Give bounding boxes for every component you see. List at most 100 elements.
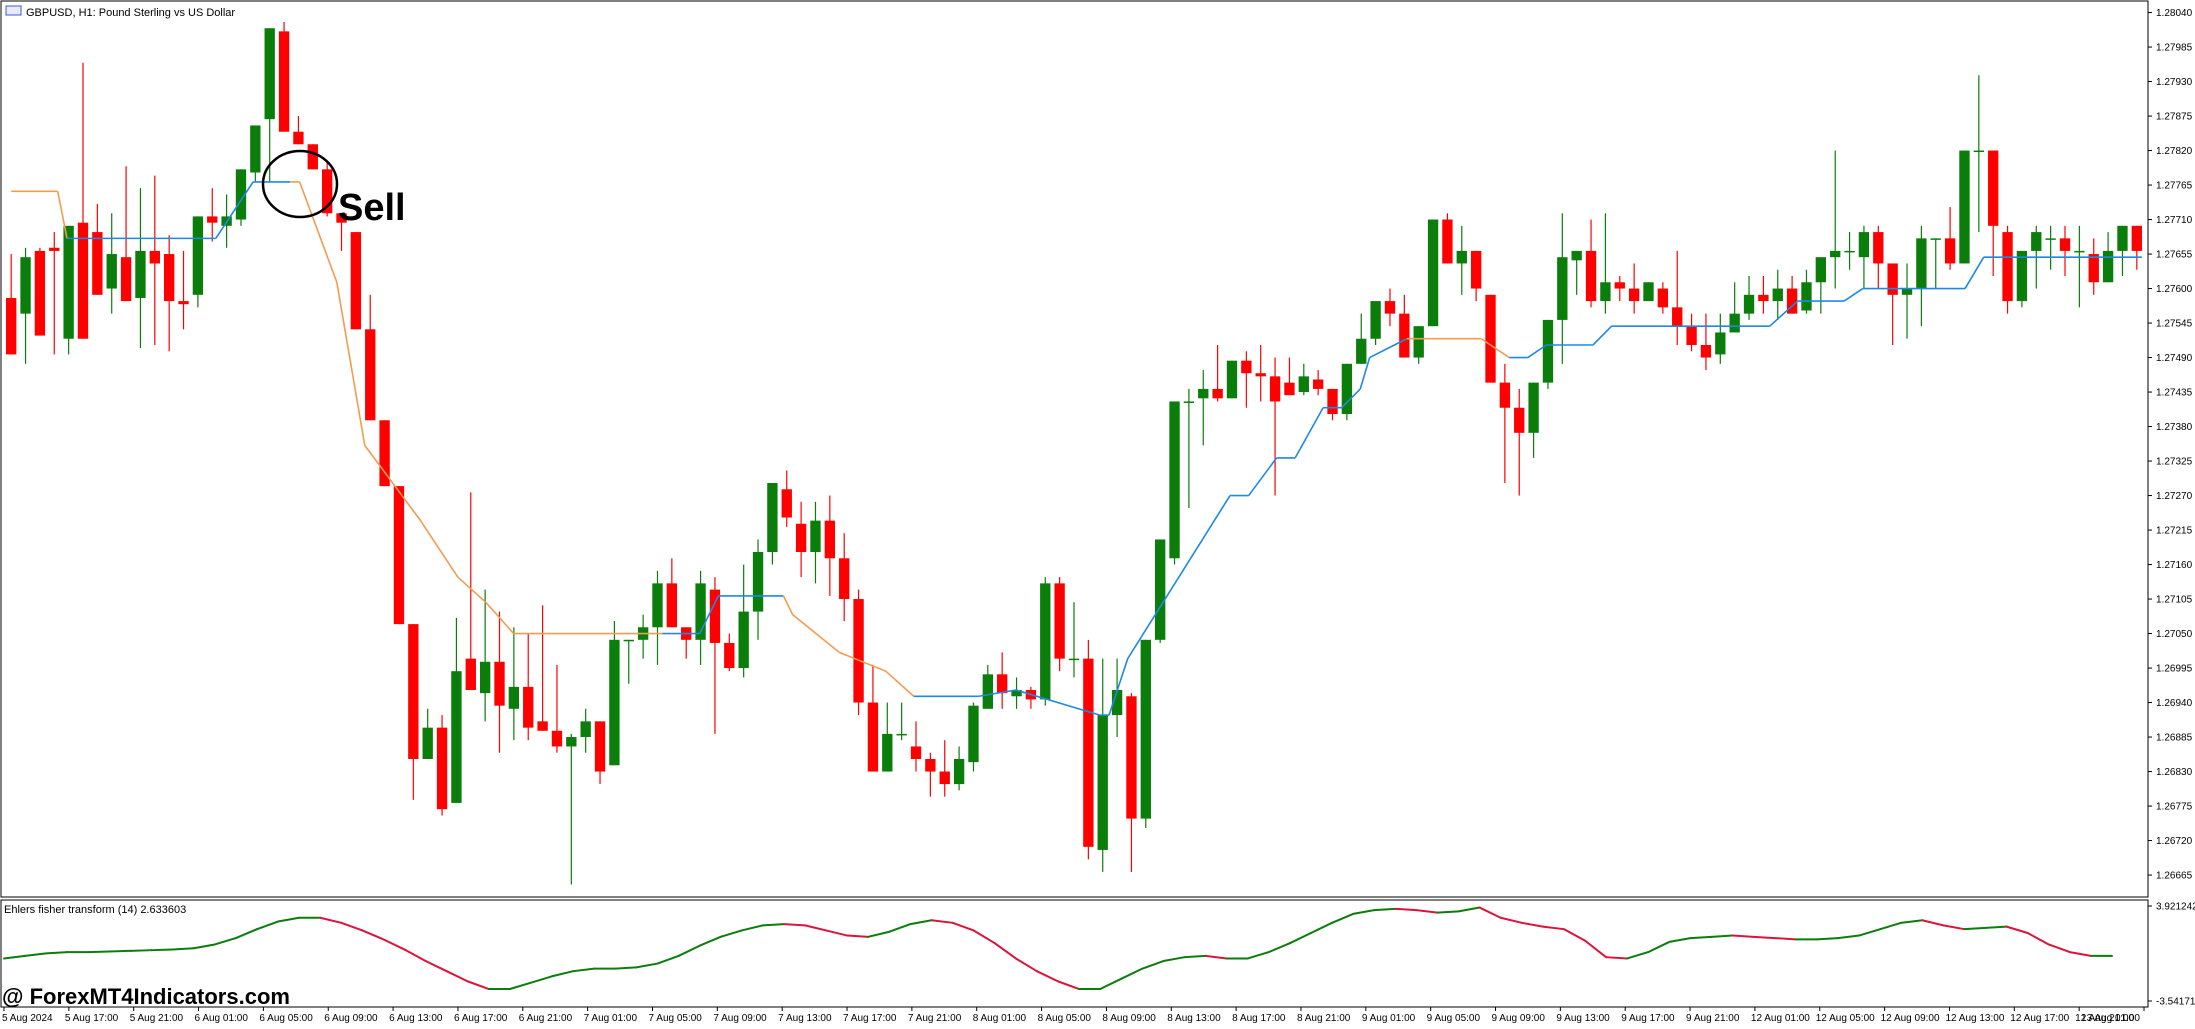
fisher-line-segment xyxy=(2026,932,2050,946)
candle-body xyxy=(1571,250,1582,261)
fisher-line-segment xyxy=(846,934,870,938)
x-tick-label: 7 Aug 17:00 xyxy=(843,1013,897,1024)
fisher-line-segment xyxy=(1478,906,1502,919)
candle-body xyxy=(1470,250,1482,289)
fisher-line-segment xyxy=(677,944,701,957)
x-tick-label: 9 Aug 21:00 xyxy=(1686,1013,1740,1024)
fisher-line-segment xyxy=(1035,970,1059,983)
fisher-line-segment xyxy=(382,938,406,951)
fisher-line-segment xyxy=(993,942,1017,960)
y-tick-label: 1.27160 xyxy=(2156,560,2193,571)
candle-body xyxy=(709,589,721,643)
fisher-line-segment xyxy=(888,923,912,933)
candle-body xyxy=(2002,232,2013,302)
candle-body xyxy=(1284,382,1295,396)
candle-body xyxy=(120,257,132,302)
price-pane-frame xyxy=(0,0,2149,898)
candle-body xyxy=(135,250,146,298)
candle-body xyxy=(2102,250,2114,283)
y-tick-label: 1.27710 xyxy=(2156,215,2193,226)
x-tick-label: 6 Aug 13:00 xyxy=(389,1013,443,1024)
candle-body xyxy=(350,232,362,330)
fisher-line-segment xyxy=(1415,909,1439,914)
candle-body xyxy=(1973,150,1985,153)
fisher-line-segment xyxy=(530,975,554,984)
fisher-line-segment xyxy=(1162,956,1186,963)
candle-body xyxy=(2088,254,2099,283)
trend-line-segment xyxy=(401,495,422,522)
fisher-line-segment xyxy=(1288,932,1312,945)
trend-line-segment xyxy=(1527,344,1547,359)
trend-line-segment xyxy=(298,181,338,283)
fisher-line-segment xyxy=(1246,951,1270,960)
candle-body xyxy=(1384,301,1396,314)
fisher-line-segment xyxy=(2047,943,2071,954)
fisher-line-segment xyxy=(972,929,996,945)
trend-line-segment xyxy=(1294,407,1324,459)
fisher-line-segment xyxy=(740,924,764,932)
y-tick-label: 1.27765 xyxy=(2156,181,2193,192)
candle-body xyxy=(365,329,376,421)
candle-body xyxy=(1801,282,1812,311)
fisher-line-segment xyxy=(719,929,743,938)
y-tick-label: 1.27380 xyxy=(2156,422,2193,433)
candle-body xyxy=(163,254,175,302)
candle-body xyxy=(537,721,548,731)
candle-body xyxy=(1700,345,1712,358)
fisher-line-segment xyxy=(87,950,111,954)
fisher-line-segment xyxy=(1057,980,1081,991)
candle-body xyxy=(508,686,520,709)
candle-body xyxy=(695,583,706,640)
candle-body xyxy=(767,483,778,552)
trend-line-segment xyxy=(1592,325,1613,346)
y-tick-label: 1.26885 xyxy=(2156,733,2193,744)
fisher-line-segment xyxy=(361,929,385,941)
fisher-line-segment xyxy=(698,935,722,947)
candle-body xyxy=(1830,250,1841,258)
y-tick-label: 1.27325 xyxy=(2156,457,2193,468)
fisher-line-segment xyxy=(129,949,153,952)
trend-line-segment xyxy=(698,595,720,634)
x-tick-label: 12 Aug 01:00 xyxy=(1751,1013,1810,1024)
fisher-line-segment xyxy=(1520,921,1544,928)
candle-body xyxy=(1198,388,1209,399)
y-tick-label: 1.27985 xyxy=(2156,43,2193,54)
candle-body xyxy=(1585,250,1597,302)
fisher-line-segment xyxy=(45,951,69,955)
candle-body xyxy=(192,216,204,295)
fisher-line-segment xyxy=(1099,977,1123,991)
trend-line-segment xyxy=(1359,357,1371,390)
candle-body xyxy=(1399,313,1410,358)
fisher-line-segment xyxy=(424,960,448,973)
candle-body xyxy=(795,523,807,552)
candle-body xyxy=(1514,407,1525,433)
indicator-pane-frame xyxy=(0,899,2149,1008)
fisher-line-segment xyxy=(213,937,237,946)
candle-body xyxy=(1312,379,1324,389)
candle-body xyxy=(1715,332,1726,355)
fisher-line-segment xyxy=(1879,921,1903,931)
fisher-line-segment xyxy=(150,948,174,952)
trend-line-segment xyxy=(1248,457,1278,497)
x-tick-label: 6 Aug 05:00 xyxy=(259,1013,313,1024)
x-tick-label: 9 Aug 05:00 xyxy=(1427,1013,1481,1024)
candle-body xyxy=(925,759,936,772)
fisher-line-segment xyxy=(1963,926,1987,931)
candle-body xyxy=(49,247,60,251)
fisher-line-segment xyxy=(1921,919,1945,927)
candle-body xyxy=(1499,382,1511,408)
x-tick-label: 5 Aug 21:00 xyxy=(130,1013,184,1024)
trend-line-segment xyxy=(457,576,487,603)
fisher-line-segment xyxy=(635,962,659,969)
candle-body xyxy=(235,169,247,220)
y-tick-label: 1.28040 xyxy=(2156,8,2193,19)
candle-body xyxy=(1298,376,1309,393)
fisher-line-segment xyxy=(1815,937,1839,941)
candle-body xyxy=(1485,294,1496,383)
candle-body xyxy=(1442,219,1453,264)
candle-body xyxy=(1858,232,1870,258)
candle-body xyxy=(1786,288,1798,314)
y-tick-label: 1.26995 xyxy=(2156,664,2193,675)
